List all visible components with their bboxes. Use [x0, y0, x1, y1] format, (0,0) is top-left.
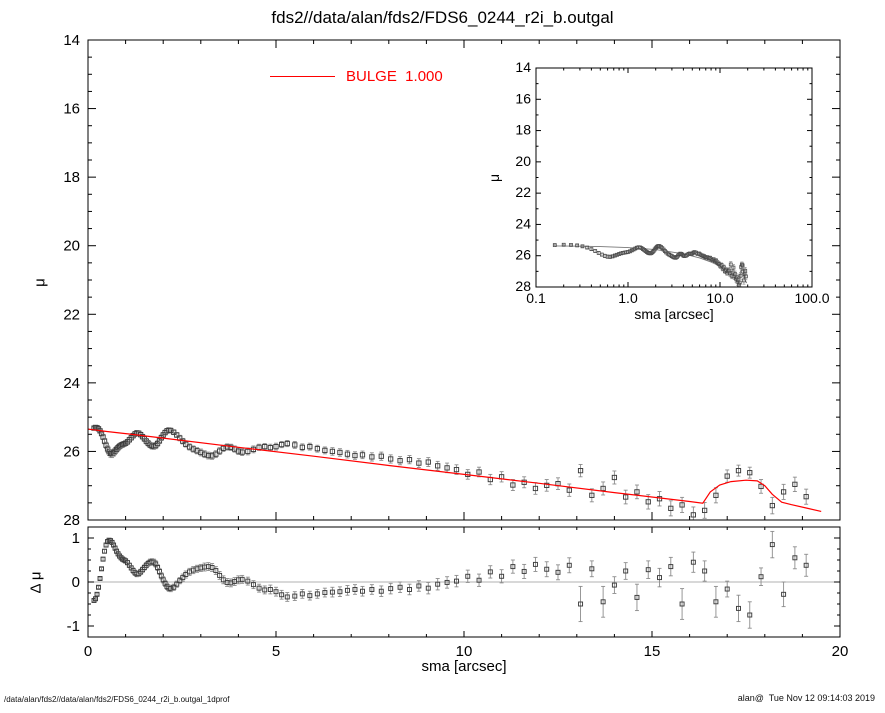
svg-text:5: 5 [272, 643, 280, 660]
inset-series [552, 242, 748, 287]
svg-text:16: 16 [63, 101, 80, 118]
svg-text:-1: -1 [67, 618, 80, 635]
main-y-axis-label: μ [31, 278, 49, 287]
svg-text:20: 20 [832, 643, 849, 660]
residual-ticks [87, 527, 841, 637]
inset-tick-labels: 14 16 18 20 22 24 26 280.1 1.0 10.0 100.0 [515, 59, 829, 306]
svg-text:1.0: 1.0 [618, 290, 638, 306]
svg-text:14: 14 [63, 32, 80, 49]
svg-text:10: 10 [456, 643, 473, 660]
svg-text:24: 24 [63, 375, 80, 392]
svg-text:0.1: 0.1 [526, 290, 546, 306]
svg-text:18: 18 [63, 169, 80, 186]
legend-line-sample [270, 76, 335, 77]
svg-text:100.0: 100.0 [794, 290, 829, 306]
main-panel: 14 16 18 20 22 24 26 28 [63, 32, 841, 529]
svg-text:22: 22 [63, 306, 80, 323]
residual-y-axis-label: Δ μ [27, 571, 45, 594]
inset-ticks [535, 67, 813, 288]
svg-text:15: 15 [644, 643, 661, 660]
svg-text:26: 26 [63, 443, 80, 460]
svg-text:18: 18 [515, 122, 531, 138]
legend-label: BULGE 1.000 [346, 68, 443, 85]
svg-text:16: 16 [515, 90, 531, 106]
svg-text:1: 1 [72, 530, 80, 547]
inset-y-axis-label: μ [486, 173, 502, 183]
inset-panel: 14 16 18 20 22 24 26 280.1 1.0 10.0 100.0 [515, 59, 829, 306]
svg-text:24: 24 [515, 215, 531, 231]
plot-title: fds2//data/alan/fds2/FDS6_0244_r2i_b.out… [271, 8, 614, 27]
svg-text:20: 20 [63, 238, 80, 255]
main-ticks [87, 39, 841, 521]
profile-points [552, 242, 748, 287]
svg-text:14: 14 [515, 59, 531, 75]
inset-x-axis-label: sma [arcsec] [634, 306, 714, 322]
main-series [88, 424, 822, 520]
svg-text:26: 26 [515, 247, 531, 263]
svg-text:10.0: 10.0 [706, 290, 733, 306]
main-tick-labels: 14 16 18 20 22 24 26 28 [63, 32, 80, 529]
svg-text:20: 20 [515, 153, 531, 169]
svg-text:0: 0 [84, 643, 92, 660]
svg-text:0: 0 [72, 574, 80, 591]
svg-text:28: 28 [63, 512, 80, 529]
footer-user-timestamp: alan@ Tue Nov 12 09:14:03 2019 [737, 693, 875, 703]
profile-points [91, 424, 809, 520]
delta-mu-points [91, 530, 809, 629]
svg-text:22: 22 [515, 184, 531, 200]
footer-path-text: /data/alan/fds2//data/alan/fds2/FDS6_024… [4, 695, 230, 704]
svg-text:28: 28 [515, 278, 531, 294]
bulge-model-line [88, 428, 822, 512]
residual-series [88, 530, 840, 629]
legend: BULGE 1.000 [270, 68, 443, 85]
main-x-axis-label: sma [arcsec] [421, 658, 507, 675]
